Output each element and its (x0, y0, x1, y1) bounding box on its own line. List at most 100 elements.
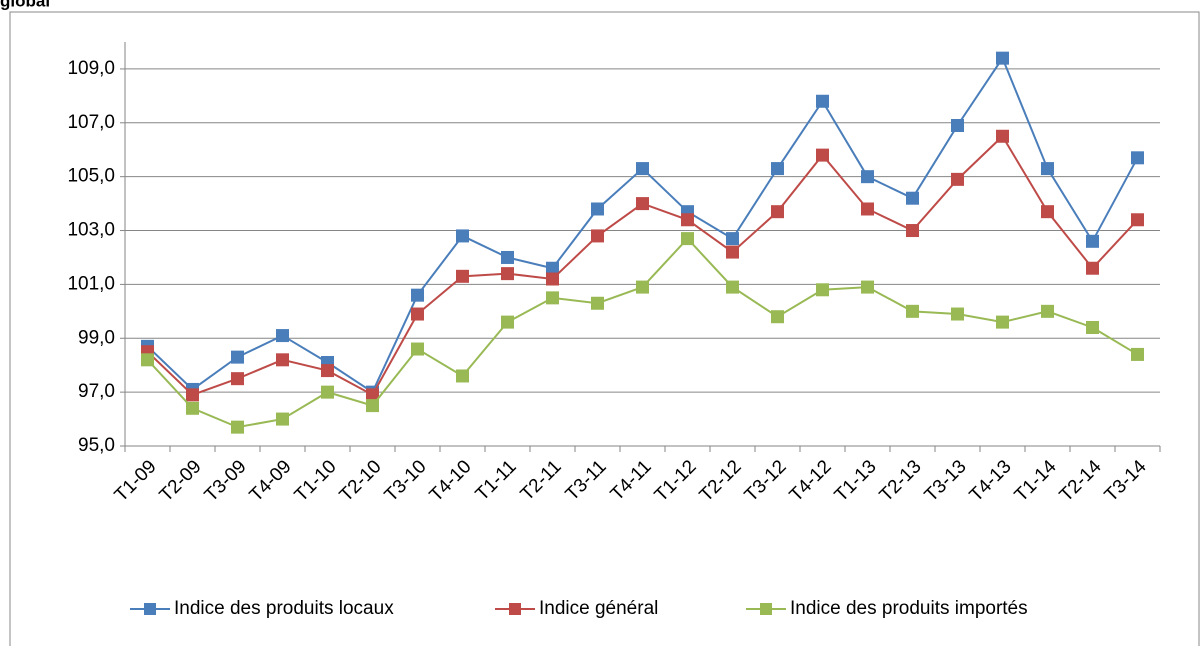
x-tick-label: T3-14 (1101, 456, 1151, 506)
data-point (1131, 151, 1144, 165)
y-tick-label: 99,0 (78, 327, 115, 348)
data-point (456, 269, 469, 283)
data-point (726, 280, 739, 294)
x-tick-label: T2-14 (1056, 456, 1106, 506)
chart-title: global (0, 0, 50, 10)
data-point (501, 267, 514, 281)
data-point (411, 288, 424, 302)
y-tick-label: 97,0 (78, 381, 115, 402)
data-point (636, 162, 649, 176)
data-point (1131, 213, 1144, 227)
data-point (951, 307, 964, 321)
data-point (726, 232, 739, 246)
data-point (546, 272, 559, 286)
x-tick-label: T4-12 (786, 456, 836, 506)
data-point (231, 350, 244, 364)
legend-marker (144, 603, 156, 615)
x-tick-label: T3-09 (201, 456, 251, 506)
series-line (146, 56, 1139, 394)
data-point (906, 304, 919, 318)
series-line (146, 237, 1139, 429)
data-point (816, 148, 829, 162)
data-point (231, 372, 244, 386)
x-tick-label: T2-10 (336, 456, 386, 506)
x-tick-label: T1-09 (111, 456, 161, 506)
legend-label: Indice des produits importés (790, 598, 1028, 619)
data-point (771, 310, 784, 324)
data-point (591, 229, 604, 243)
data-point (861, 280, 874, 294)
x-tick-label: T3-11 (562, 456, 611, 505)
y-tick-label: 103,0 (67, 220, 115, 241)
x-tick-label: T2-09 (156, 456, 206, 506)
data-point (771, 162, 784, 176)
data-point (1041, 162, 1054, 176)
data-point (1086, 320, 1099, 334)
data-point (816, 94, 829, 108)
data-point (861, 170, 874, 184)
chart-frame (9, 11, 1200, 646)
legend-label: Indice général (539, 598, 658, 619)
data-point (546, 261, 559, 275)
data-point (321, 385, 334, 399)
x-tick-label: T4-10 (426, 456, 476, 506)
x-tick-label: T2-12 (696, 456, 746, 506)
data-point (276, 329, 289, 343)
data-point (501, 315, 514, 329)
data-point (636, 197, 649, 211)
data-point (636, 280, 649, 294)
y-tick-label: 109,0 (67, 58, 115, 79)
data-point (501, 250, 514, 264)
legend-marker (509, 603, 521, 615)
data-point (276, 353, 289, 367)
data-point (951, 172, 964, 186)
data-point (456, 229, 469, 243)
y-tick-label: 95,0 (78, 435, 115, 456)
y-tick-label: 105,0 (67, 166, 115, 187)
data-point (996, 129, 1009, 143)
data-point (816, 283, 829, 297)
data-point (411, 307, 424, 321)
y-tick-label: 101,0 (67, 273, 115, 294)
y-tick-label: 107,0 (67, 112, 115, 133)
data-point (546, 291, 559, 305)
data-point (186, 401, 199, 415)
data-point (1086, 261, 1099, 275)
x-tick-label: T1-14 (1011, 456, 1061, 506)
x-tick-label: T1-10 (291, 456, 341, 506)
x-tick-label: T4-13 (966, 456, 1016, 506)
x-tick-label: T2-13 (876, 456, 926, 506)
data-point (861, 202, 874, 216)
legend-marker (760, 603, 772, 615)
x-tick-label: T1-13 (831, 456, 881, 506)
data-point (411, 342, 424, 356)
data-point (231, 420, 244, 434)
legend-label: Indice des produits locaux (174, 598, 394, 619)
data-point (906, 191, 919, 205)
data-point (141, 353, 154, 367)
data-point (366, 399, 379, 413)
data-point (996, 315, 1009, 329)
data-point (771, 205, 784, 219)
x-tick-label: T3-12 (741, 456, 791, 506)
x-tick-label: T4-11 (607, 456, 656, 505)
data-point (186, 388, 199, 402)
x-tick-label: T1-11 (472, 456, 521, 505)
data-point (906, 224, 919, 238)
data-point (1041, 304, 1054, 318)
data-point (591, 296, 604, 310)
data-point (681, 213, 694, 227)
data-point (276, 412, 289, 426)
x-tick-label: T2-11 (517, 456, 566, 505)
data-point (456, 369, 469, 383)
x-tick-label: T3-13 (921, 456, 971, 506)
x-tick-label: T1-12 (651, 456, 701, 506)
data-point (681, 232, 694, 246)
data-point (1041, 205, 1054, 219)
x-tick-label: T3-10 (381, 456, 431, 506)
data-point (951, 118, 964, 132)
data-point (1086, 234, 1099, 248)
data-point (321, 364, 334, 378)
